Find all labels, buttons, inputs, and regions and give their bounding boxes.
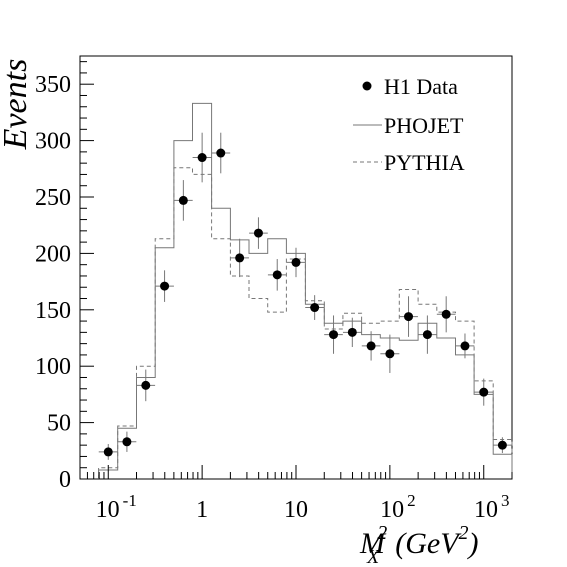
data-point (329, 330, 339, 340)
data-point (347, 327, 357, 337)
y-tick-label: 100 (35, 354, 71, 380)
y-tick-label: 350 (35, 72, 71, 98)
y-tick-label: 200 (35, 241, 71, 267)
y-tick-label: 50 (47, 411, 71, 437)
data-point (497, 440, 507, 450)
x-tick-label: 1 (196, 497, 208, 523)
y-tick-label: 300 (35, 129, 71, 155)
data-point (441, 309, 451, 319)
legend-label-pythia: PYTHIA (384, 150, 465, 175)
x-tick-label: 10 -1 (96, 491, 137, 523)
x-axis-ticks: 10 -1 1 10 10 2 10 3 (79, 465, 513, 523)
x-axis-label-sub: X (366, 546, 380, 567)
x-axis-label-unit-sup: 2 (459, 522, 469, 544)
data-points (98, 132, 512, 460)
data-point (422, 330, 432, 340)
data-point (178, 195, 188, 205)
x-axis-label-unit-open: (GeV (395, 527, 462, 560)
histogram-pythia (98, 167, 513, 479)
data-point (141, 380, 151, 390)
data-point (103, 447, 113, 457)
x-axis-label-unit-close: ) (467, 527, 479, 560)
data-point (460, 341, 470, 351)
x-axis-label-main: M (359, 527, 387, 560)
data-point (160, 281, 170, 291)
legend: H1 Data PHOJET PYTHIA (353, 74, 465, 175)
histogram-phojet (98, 102, 513, 479)
data-point (385, 349, 395, 359)
data-point (272, 270, 282, 280)
y-tick-label: 250 (35, 185, 71, 211)
x-tick-label: 10 3 (474, 491, 510, 523)
legend-label-phojet: PHOJET (384, 113, 464, 138)
y-tick-label: 0 (59, 467, 71, 493)
legend-marker-h1-data (362, 81, 372, 91)
data-point (197, 153, 207, 163)
data-point (291, 257, 301, 267)
y-tick-label: 150 (35, 298, 71, 324)
x-tick-label: 10 (284, 497, 308, 523)
data-point (122, 437, 132, 447)
data-point (235, 253, 245, 263)
legend-label-h1-data: H1 Data (384, 74, 458, 99)
y-axis-label: Events (0, 59, 34, 151)
data-point (216, 148, 226, 158)
x-tick-label: 10 2 (380, 491, 416, 523)
data-point (253, 228, 263, 238)
data-point (404, 312, 414, 322)
x-axis-label-sup: 2 (377, 522, 387, 544)
data-point (366, 341, 376, 351)
x-axis-label: MX2 (GeV2) (359, 522, 479, 567)
data-point (479, 387, 489, 397)
data-point (310, 303, 320, 313)
y-axis-ticks: 0 50 100 150 200 250 300 350 (35, 61, 94, 493)
